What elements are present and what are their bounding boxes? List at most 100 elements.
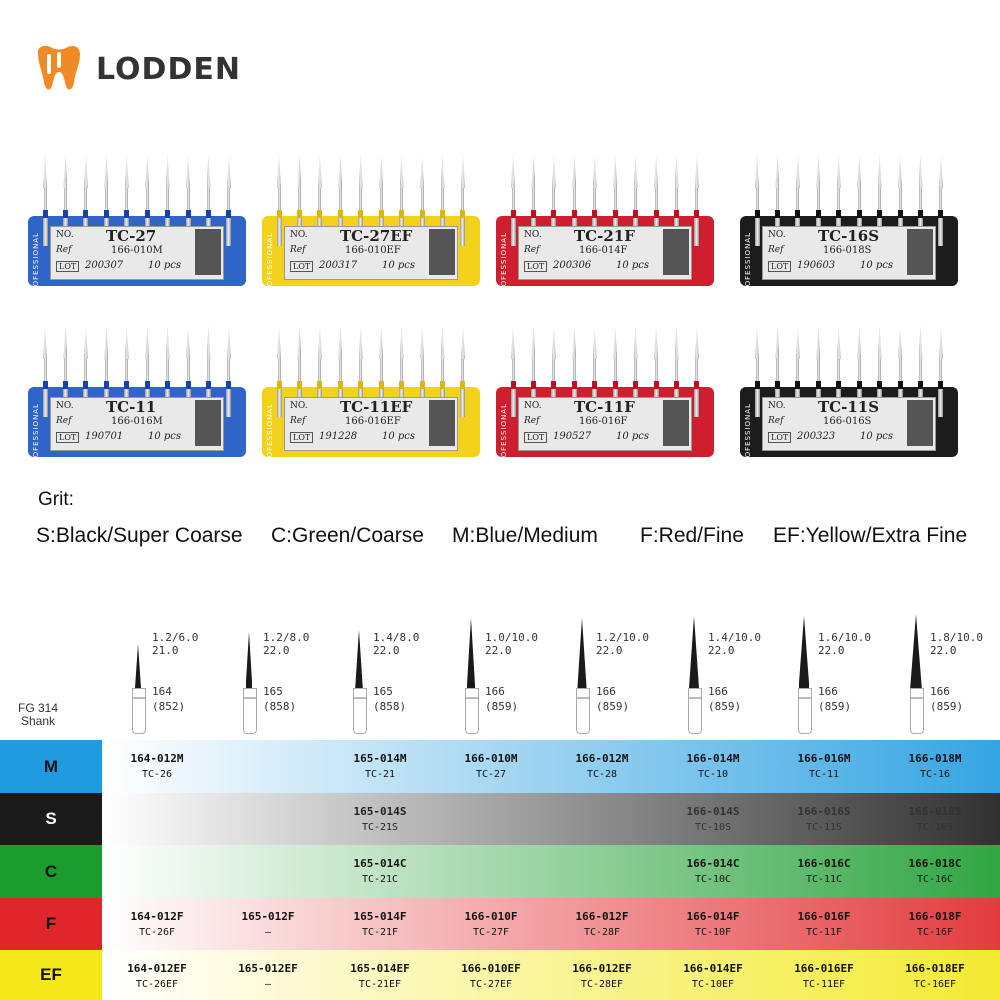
- part-number: 166-010M: [464, 752, 518, 765]
- grit-code: S: [0, 793, 102, 845]
- table-cell: [213, 740, 323, 793]
- label-quantity: 10 pcs: [859, 260, 893, 271]
- bur-dimensions: 1.2/8.0: [263, 631, 310, 644]
- bur-diamond-tip: [577, 618, 587, 688]
- part-number: 166-016S: [797, 805, 851, 818]
- label-quantity: 10 pcs: [147, 431, 181, 442]
- product-label: NO. TC-27 Ref 166-010M LOT 200307 10 pcs: [50, 226, 224, 280]
- product-label: NO. TC-21F Ref 166-014F LOT 200306 10 pcs: [518, 226, 692, 280]
- table-cell: 166-010EF TC-27EF: [436, 950, 546, 1000]
- part-number: 166-016M: [797, 752, 851, 765]
- bur-dimensions: 1.4/8.0: [373, 631, 420, 644]
- table-cell: 166-014C TC-10C: [658, 845, 768, 898]
- product-box: PROFESSIONAL NO. TC-11EF Ref 166-016EF LOT 191…: [262, 325, 480, 468]
- tc-number: TC-28F: [583, 927, 621, 938]
- holder-brand-text: PROFESSIONAL: [744, 403, 752, 469]
- tc-number: —: [264, 927, 272, 938]
- bur-iso-number: 165: [263, 685, 283, 698]
- label-ref: Ref: [524, 416, 540, 426]
- grit-row-ef: EF 164-012EF TC-26EF 165-012EF — 165-014EF TC-…: [0, 950, 1000, 1000]
- bur-diamond-tip: [135, 644, 141, 688]
- product-box: PROFESSIONAL NO. TC-11F Ref 166-016F LOT 19052…: [496, 325, 714, 468]
- product-box: PROFESSIONAL NO. TC-27EF Ref 166-010EF LOT 200…: [262, 154, 480, 297]
- table-cell: 165-014C TC-21C: [325, 845, 435, 898]
- label-ref-value: 166-010EF: [345, 245, 401, 256]
- part-number: 166-012F: [575, 910, 629, 923]
- bur-figure-code: (859): [818, 700, 852, 713]
- table-cell: 164-012EF TC-26EF: [102, 950, 212, 1000]
- table-cell: 166-018F TC-16F: [880, 898, 990, 950]
- part-number: 166-018C: [908, 857, 962, 870]
- label-ref-value: 166-016S: [823, 416, 872, 427]
- label-no: NO.: [290, 230, 308, 240]
- bur-figure-code: (859): [596, 700, 630, 713]
- table-cell: 166-018C TC-16C: [880, 845, 990, 898]
- bur-image: [276, 154, 282, 246]
- tc-number: TC-21: [364, 769, 396, 780]
- label-no: NO.: [768, 401, 786, 411]
- bur-iso-number: 165: [373, 685, 393, 698]
- grit-row-f: F 164-012F TC-26F 165-012F —165-014F TC-21F 16…: [0, 898, 1000, 950]
- label-ref-value: 166-016F: [579, 416, 628, 427]
- label-lot-value: 190527: [553, 431, 592, 442]
- bur-diagram: 1.2/6.0 21.0 164 (852): [124, 588, 234, 738]
- part-number: 165-014F: [353, 910, 407, 923]
- grit-band: [102, 950, 1000, 1000]
- part-number: 164-012F: [130, 910, 184, 923]
- label-ref: Ref: [56, 416, 72, 426]
- product-box: PROFESSIONAL NO. TC-27 Ref 166-010M LOT 200307…: [28, 154, 246, 297]
- tc-number: TC-26F: [138, 927, 176, 938]
- tc-number: TC-21F: [361, 927, 399, 938]
- label-ref-value: 166-010M: [111, 245, 163, 256]
- product-box: PROFESSIONAL NO. TC-21F Ref 166-014F LOT 20030…: [496, 154, 714, 297]
- label-no: NO.: [768, 230, 786, 240]
- bur-diagram: 1.6/10.0 22.0 166 (859): [790, 588, 900, 738]
- part-number: 165-012EF: [238, 962, 298, 975]
- table-cell: 166-012M TC-28: [547, 740, 657, 793]
- holder-brand-text: PROFESSIONAL: [32, 403, 40, 469]
- label-tc-code: TC-11EF: [340, 398, 413, 416]
- bur-iso-number: 166: [930, 685, 950, 698]
- tc-number: TC-10S: [694, 822, 732, 833]
- part-number: 165-014EF: [350, 962, 410, 975]
- product-label: NO. TC-11 Ref 166-016M LOT 190701 10 pcs: [50, 397, 224, 451]
- bur-shank: [243, 688, 257, 734]
- shank-label-line2: Shank: [21, 714, 56, 728]
- label-ref: Ref: [768, 245, 784, 255]
- grit-title: Grit:: [38, 489, 74, 510]
- bur-diamond-tip: [355, 630, 363, 688]
- bur-image: [226, 154, 232, 246]
- label-quantity: 10 pcs: [147, 260, 181, 271]
- tc-number: TC-26: [141, 769, 173, 780]
- grit-item-extra-fine: EF:Yellow/Extra Fine: [773, 524, 968, 547]
- table-cell: 166-016EF TC-11EF: [769, 950, 879, 1000]
- table-cell: 166-016F TC-11F: [769, 898, 879, 950]
- label-color-strip: [663, 229, 689, 275]
- label-lot-value: 200317: [319, 260, 358, 271]
- bur-iso-number: 166: [596, 685, 616, 698]
- shank-label: FG 314 Shank: [18, 702, 58, 728]
- label-no: NO.: [56, 401, 74, 411]
- table-cell: [436, 845, 546, 898]
- label-tc-code: TC-21F: [574, 227, 635, 245]
- grit-row-m: M 164-012M TC-26 165-014M TC-21 166-010M TC-27…: [0, 740, 1000, 793]
- bur-diagram: 1.0/10.0 22.0 166 (859): [457, 588, 567, 738]
- label-color-strip: [429, 400, 455, 446]
- part-number: 164-012M: [130, 752, 184, 765]
- bur-diamond-tip: [798, 616, 810, 688]
- part-number: 166-010F: [464, 910, 518, 923]
- tc-number: TC-28EF: [580, 979, 624, 990]
- part-number: 166-016F: [797, 910, 851, 923]
- label-lot: LOT: [56, 432, 80, 443]
- grit-item-super-coarse: S:Black/Super Coarse: [36, 524, 243, 547]
- label-lot: LOT: [524, 432, 548, 443]
- tc-number: TC-16C: [916, 874, 954, 885]
- bur-image: [754, 154, 760, 246]
- grit-row-s: S 165-014S TC-21S 166-014S TC-10S 166-016S TC-…: [0, 793, 1000, 845]
- table-cell: 165-012EF —: [213, 950, 323, 1000]
- bur-image: [460, 154, 466, 246]
- tc-number: TC-16F: [916, 927, 954, 938]
- bur-diamond-tip: [689, 616, 699, 688]
- bur-figure-code: (859): [930, 700, 964, 713]
- label-ref: Ref: [56, 245, 72, 255]
